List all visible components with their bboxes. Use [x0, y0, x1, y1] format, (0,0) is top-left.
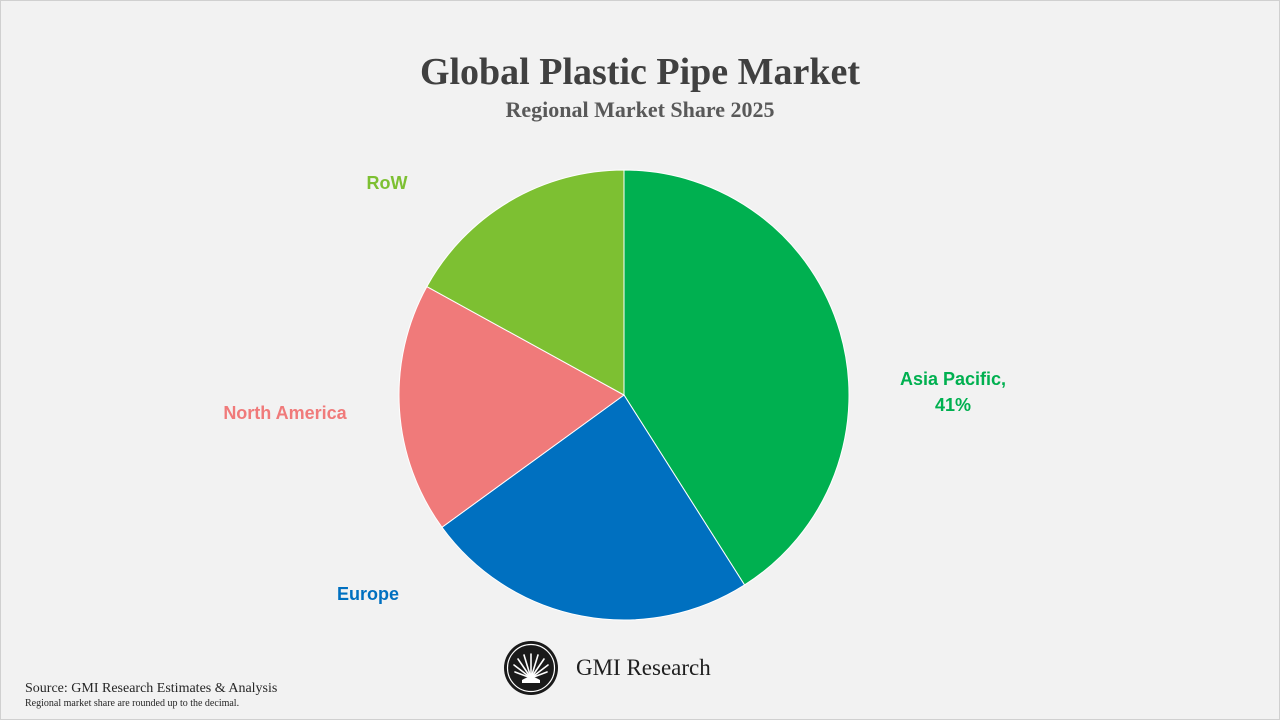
pie-slice-europe: [441, 394, 746, 621]
brand-logo: GMI Research: [503, 640, 711, 696]
brand-name: GMI Research: [576, 655, 711, 680]
slice-label-asia-pacific: Asia Pacific, 41%: [900, 369, 1006, 415]
source-note: Source: GMI Research Estimates & Analysi…: [25, 681, 278, 696]
pie-slice-row: [426, 169, 625, 396]
fan-palm-icon: [504, 641, 558, 695]
slice-value-label: 41%: [935, 395, 971, 415]
slice-label-row: RoW: [367, 173, 408, 193]
chart-subtitle: Regional Market Share 2025: [505, 97, 775, 122]
chart-title: Global Plastic Pipe Market: [419, 51, 861, 93]
rounding-note: Regional market share are rounded up to …: [25, 698, 240, 709]
pie-slice-asia-pacific: [623, 169, 850, 586]
slice-label-europe: Europe: [337, 584, 399, 604]
slice-label-north-america: North America: [223, 403, 347, 423]
pie-slice-north-america: [398, 285, 625, 528]
